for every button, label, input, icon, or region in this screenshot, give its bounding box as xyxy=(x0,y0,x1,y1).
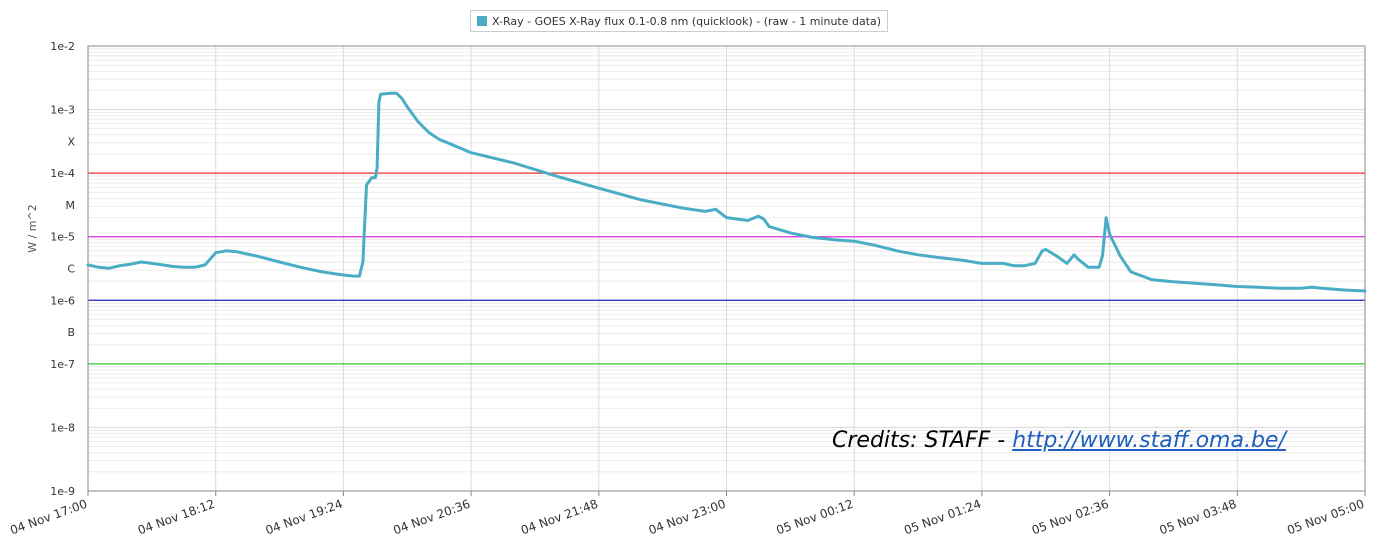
y-tick-label: 1e-5 xyxy=(50,231,75,244)
credits-text: Credits: STAFF - http://www.staff.oma.be… xyxy=(832,428,1286,453)
threshold-lines xyxy=(88,172,1365,365)
y-tick-label: M xyxy=(66,199,76,212)
y-tick-label: 1e-3 xyxy=(50,104,75,117)
xray-flux-series-line xyxy=(86,91,1367,293)
x-tick-label: 04 Nov 17:00 xyxy=(8,497,89,538)
y-tick-label: 1e-7 xyxy=(50,358,75,371)
y-tick-label: X xyxy=(67,135,75,148)
x-tick-label: 05 Nov 01:24 xyxy=(902,497,983,538)
x-tick-label: 04 Nov 18:12 xyxy=(136,497,217,538)
y-tick-label: C xyxy=(67,263,75,276)
x-tick-label: 04 Nov 23:00 xyxy=(647,497,728,538)
legend-swatch xyxy=(477,16,487,26)
x-tick-label: 05 Nov 02:36 xyxy=(1030,497,1111,538)
x-tick-label: 04 Nov 20:36 xyxy=(391,497,472,538)
legend[interactable]: X-Ray - GOES X-Ray flux 0.1-0.8 nm (quic… xyxy=(470,10,889,32)
x-tick-label: 04 Nov 21:48 xyxy=(519,497,600,538)
credits-link[interactable]: http://www.staff.oma.be/ xyxy=(1012,428,1286,453)
x-tick-label: 05 Nov 00:12 xyxy=(774,497,855,538)
y-tick-label: 1e-8 xyxy=(50,421,75,434)
y-tick-label: 1e-2 xyxy=(50,40,75,53)
x-axis-tick-labels: 04 Nov 17:00 04 Nov 18:12 04 Nov 19:24 04 N… xyxy=(8,491,1366,537)
y-tick-label: 1e-6 xyxy=(50,294,75,307)
x-tick-label: 04 Nov 19:24 xyxy=(264,497,345,538)
y-axis-label: W / m^2 xyxy=(26,204,39,253)
y-tick-label: B xyxy=(67,326,75,339)
y-tick-label: 1e-4 xyxy=(50,167,75,180)
legend-label: X-Ray - GOES X-Ray flux 0.1-0.8 nm (quic… xyxy=(492,14,882,28)
y-tick-label: 1e-9 xyxy=(50,485,75,498)
y-axis-tick-labels: 1e-2 1e-3 X 1e-4 M 1e-5 C 1e-6 B 1e-7 1e-8 1e-9 xyxy=(50,40,75,498)
x-tick-label: 05 Nov 03:48 xyxy=(1158,497,1239,538)
credits-prefix: Credits: STAFF - xyxy=(832,428,1013,453)
x-tick-label: 05 Nov 05:00 xyxy=(1285,497,1366,538)
